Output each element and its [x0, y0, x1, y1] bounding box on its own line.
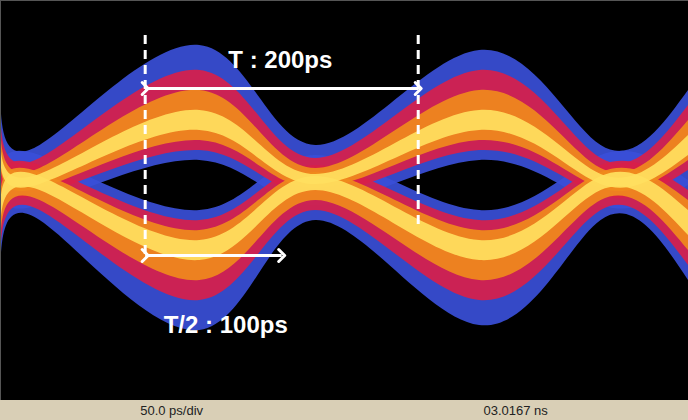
html-text:03.0167 ns: 03.0167 ns: [483, 402, 548, 418]
svg-text:T/2 : 100ps: T/2 : 100ps: [164, 311, 288, 338]
svg-text:T : 200ps: T : 200ps: [228, 46, 332, 73]
html-text:50.0 ps/div: 50.0 ps/div: [140, 402, 204, 418]
